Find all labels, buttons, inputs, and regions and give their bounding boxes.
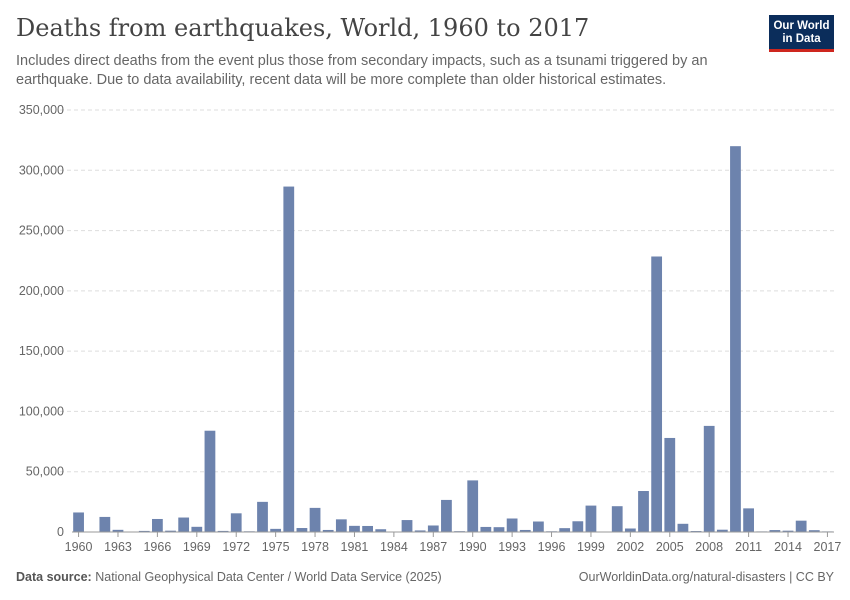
- bar-1965[interactable]: [138, 530, 150, 532]
- bars: [73, 146, 833, 532]
- logo-line-1: Our World: [773, 20, 830, 32]
- chart-subtitle: Includes direct deaths from the event pl…: [16, 53, 708, 88]
- x-tick-label: 1978: [301, 540, 329, 554]
- bar-1972[interactable]: [230, 513, 242, 532]
- bar-1987[interactable]: [427, 525, 439, 532]
- x-tick-label: 1975: [262, 540, 290, 554]
- x-tick-label: 1969: [183, 540, 211, 554]
- bar-2008[interactable]: [703, 425, 715, 532]
- bar-1988[interactable]: [441, 499, 452, 532]
- bar-1995[interactable]: [533, 521, 544, 532]
- bar-1962[interactable]: [99, 516, 111, 532]
- y-tick-label: 0: [57, 525, 64, 539]
- bar-1963[interactable]: [112, 529, 124, 532]
- bar-1974[interactable]: [257, 501, 268, 532]
- bar-2015[interactable]: [795, 520, 807, 532]
- bar-2013[interactable]: [769, 530, 781, 532]
- x-tick-label: 2002: [616, 540, 644, 554]
- x-tick-label: 1972: [222, 540, 250, 554]
- bar-1980[interactable]: [335, 519, 347, 532]
- x-tick-label: 1999: [577, 540, 605, 554]
- bar-1981[interactable]: [349, 525, 360, 532]
- owid-logo[interactable]: Our World in Data: [769, 15, 834, 52]
- bar-2009[interactable]: [716, 529, 728, 532]
- x-tick-label: 1981: [341, 540, 369, 554]
- bar-1992[interactable]: [493, 527, 505, 532]
- bar-1968[interactable]: [178, 517, 190, 532]
- bar-1986[interactable]: [414, 530, 426, 532]
- x-axis: [72, 531, 834, 537]
- bar-1991[interactable]: [480, 526, 492, 532]
- bar-1978[interactable]: [309, 507, 321, 532]
- x-tick-label: 1987: [419, 540, 447, 554]
- bar-1979[interactable]: [322, 529, 334, 532]
- bar-2011[interactable]: [743, 508, 754, 532]
- bar-1977[interactable]: [296, 528, 308, 532]
- bar-1960[interactable]: [73, 512, 84, 532]
- bar-1967[interactable]: [165, 530, 176, 532]
- data-source-label: Data source:: [16, 570, 92, 584]
- x-axis-labels: 1960 1963 1966 1969 1972 1975 1978 1981 1984 1987…: [65, 540, 842, 554]
- bar-1999[interactable]: [585, 505, 597, 532]
- bar-1969[interactable]: [191, 526, 203, 532]
- x-tick-label: 1990: [459, 540, 487, 554]
- x-tick-label: 1996: [538, 540, 566, 554]
- x-tick-label: 2014: [774, 540, 802, 554]
- source-url[interactable]: OurWorldinData.org/natural-disasters | C…: [578, 570, 834, 584]
- y-tick-label: 100,000: [19, 404, 64, 418]
- bar-chart: 0 50,000 100,000 150,000 200,000 250,000 300,0…: [19, 103, 842, 554]
- x-tick-label: 2008: [695, 540, 723, 554]
- bar-1971[interactable]: [217, 530, 229, 532]
- bar-1993[interactable]: [506, 518, 518, 532]
- data-source-text: National Geophysical Data Center / World…: [95, 570, 442, 584]
- bar-1985[interactable]: [401, 520, 413, 532]
- bar-2010[interactable]: [730, 146, 741, 532]
- y-tick-label: 350,000: [19, 103, 64, 117]
- x-tick-label: 1993: [498, 540, 526, 554]
- bar-2002[interactable]: [624, 528, 636, 532]
- y-tick-label: 150,000: [19, 344, 64, 358]
- bar-1975[interactable]: [270, 528, 282, 532]
- x-tick-label: 1984: [380, 540, 408, 554]
- x-tick-label: 2017: [814, 540, 842, 554]
- y-tick-label: 50,000: [26, 465, 64, 479]
- bar-1982[interactable]: [362, 525, 373, 532]
- bar-1970[interactable]: [204, 430, 216, 532]
- bar-1966[interactable]: [152, 518, 163, 532]
- bar-2001[interactable]: [611, 506, 623, 532]
- bar-2016[interactable]: [808, 530, 820, 532]
- bar-1983[interactable]: [375, 529, 387, 532]
- bar-1976[interactable]: [283, 186, 295, 532]
- x-tick-label: 2011: [735, 540, 762, 554]
- y-axis-labels: 0 50,000 100,000 150,000 200,000 250,000 300,0…: [19, 103, 64, 539]
- y-tick-label: 250,000: [19, 224, 64, 238]
- data-source: Data source: National Geophysical Data C…: [16, 570, 442, 584]
- bar-2014[interactable]: [782, 530, 794, 532]
- chart-title: Deaths from earthquakes, World, 1960 to …: [16, 14, 590, 42]
- x-tick-label: 1966: [143, 540, 171, 554]
- x-tick-label: 1963: [104, 540, 132, 554]
- bar-1990[interactable]: [467, 480, 479, 532]
- bar-1997[interactable]: [559, 528, 571, 532]
- y-tick-label: 300,000: [19, 163, 64, 177]
- bar-2005[interactable]: [664, 437, 676, 532]
- bar-2004[interactable]: [651, 256, 663, 532]
- x-tick-label: 1960: [65, 540, 93, 554]
- x-tick-label: 2005: [656, 540, 684, 554]
- bar-1998[interactable]: [572, 521, 584, 532]
- grid-lines: [60, 109, 834, 473]
- bar-2006[interactable]: [677, 523, 689, 532]
- logo-line-2: in Data: [782, 33, 821, 45]
- bar-2003[interactable]: [638, 491, 649, 532]
- bar-1994[interactable]: [519, 529, 531, 532]
- y-tick-label: 200,000: [19, 284, 64, 298]
